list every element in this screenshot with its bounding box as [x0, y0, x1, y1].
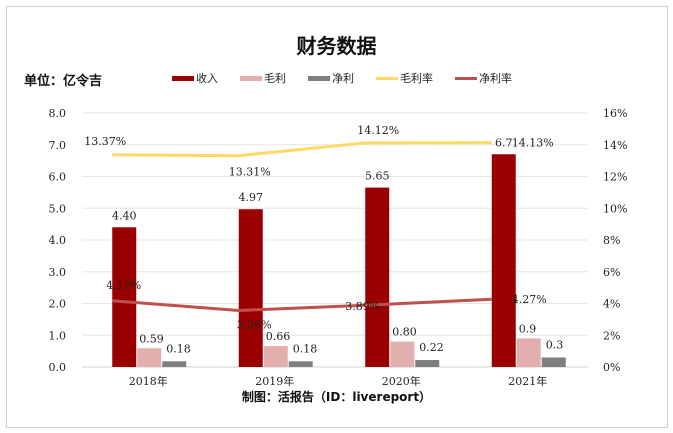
bar-data-label: 0.9: [519, 322, 537, 335]
line-data-label: 4.27%: [512, 293, 547, 306]
bar-data-label: 0.59: [139, 332, 164, 345]
legend-swatch: [172, 75, 194, 81]
y-left-tick-label: 8.0: [49, 107, 67, 120]
line-data-label: 14.13%: [512, 137, 554, 150]
legend-swatch: [376, 76, 398, 80]
line-data-label: 4.17%: [106, 279, 141, 292]
unit-label: 单位：亿令吉: [24, 74, 103, 89]
y-right-tick-label: 16%: [603, 107, 627, 120]
legend-label: 收入: [196, 72, 218, 85]
bar-毛利: [137, 348, 162, 367]
line-data-label: 3.56%: [237, 318, 272, 331]
bar-data-label: 5.65: [365, 170, 390, 183]
y-left-tick-label: 6.0: [49, 171, 67, 184]
legend-label: 毛利: [264, 72, 286, 85]
bar-data-label: 0.80: [392, 326, 417, 339]
x-tick-label: 2021年: [508, 374, 547, 388]
y-right-tick-label: 8%: [603, 234, 620, 247]
y-right-tick-label: 2%: [603, 329, 620, 342]
bar-data-label: 0.22: [419, 341, 444, 354]
x-tick-label: 2020年: [382, 374, 421, 388]
bar-毛利: [263, 346, 288, 367]
line-data-label: 13.31%: [229, 166, 271, 179]
source-caption: 制图：活报告（ID：livereport）: [241, 390, 432, 404]
bar-净利: [288, 361, 313, 367]
bar-data-label: 0.18: [166, 342, 191, 355]
y-left-tick-label: 3.0: [49, 266, 67, 279]
legend-item: 净利: [308, 70, 354, 86]
y-right-tick-label: 4%: [603, 298, 620, 311]
y-left-tick-label: 7.0: [49, 139, 67, 152]
line-data-label: 13.37%: [84, 135, 126, 148]
x-tick-label: 2018年: [129, 374, 168, 388]
bar-毛利: [516, 338, 541, 367]
y-left-tick-label: 5.0: [49, 202, 67, 215]
bar-毛利: [390, 341, 415, 367]
bar-收入: [365, 187, 390, 367]
y-right-tick-label: 6%: [603, 266, 620, 279]
line-净利率: [112, 297, 492, 312]
line-data-label: 14.12%: [357, 124, 399, 137]
line-毛利率: [112, 141, 492, 158]
y-right-tick-label: 12%: [603, 171, 627, 184]
bar-净利: [162, 361, 187, 367]
bar-净利: [541, 357, 566, 367]
bar-data-label: 6.7: [495, 136, 513, 149]
bar-data-label: 0.18: [293, 342, 318, 355]
y-left-tick-label: 2.0: [49, 298, 67, 311]
legend-swatch: [308, 75, 330, 81]
bar-收入: [491, 154, 516, 367]
legend-label: 净利: [332, 72, 354, 85]
bar-data-label: 4.40: [112, 209, 137, 222]
line-data-label: 3.89%: [345, 300, 380, 313]
y-right-tick-label: 14%: [603, 139, 627, 152]
legend: 收入 毛利 净利 毛利率 净利率: [172, 70, 512, 86]
y-left-tick-label: 0.0: [49, 361, 67, 374]
chart-title: 财务数据: [296, 34, 377, 58]
y-left-tick-label: 4.0: [49, 234, 67, 247]
legend-item: 收入: [172, 70, 218, 86]
bar-净利: [415, 360, 440, 367]
bar-data-label: 0.3: [546, 338, 564, 351]
legend-swatch: [240, 75, 262, 81]
bar-收入: [238, 209, 263, 367]
y-left-tick-label: 1.0: [49, 329, 67, 342]
legend-item: 毛利: [240, 70, 286, 86]
legend-item: 毛利率: [376, 70, 433, 86]
x-tick-label: 2019年: [255, 374, 294, 388]
legend-label: 毛利率: [400, 72, 433, 85]
bar-data-label: 0.66: [266, 330, 291, 343]
y-right-tick-label: 10%: [603, 202, 627, 215]
y-right-tick-label: 0%: [603, 361, 620, 374]
legend-swatch: [455, 76, 477, 80]
legend-item: 净利率: [455, 70, 512, 86]
bar-data-label: 4.97: [239, 191, 264, 204]
legend-label: 净利率: [479, 72, 512, 85]
bar-收入: [112, 227, 137, 367]
